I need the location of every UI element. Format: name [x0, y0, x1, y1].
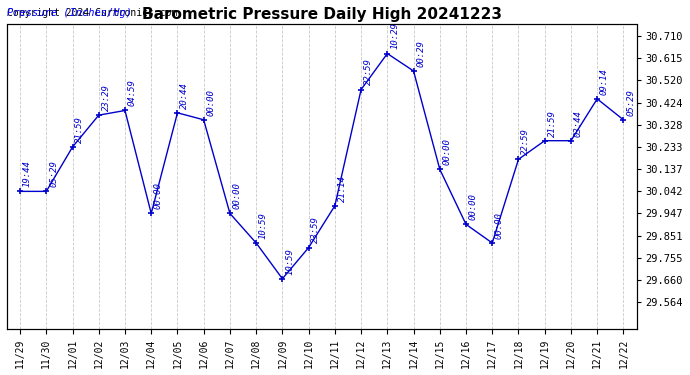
Text: 00:00: 00:00	[469, 194, 477, 220]
Text: 10:59: 10:59	[285, 248, 294, 274]
Text: 22:59: 22:59	[364, 58, 373, 86]
Text: 00:00: 00:00	[206, 89, 215, 116]
Text: 09:14: 09:14	[600, 68, 609, 95]
Text: 00:29: 00:29	[416, 40, 425, 67]
Text: 21:59: 21:59	[75, 116, 84, 143]
Text: 10:59: 10:59	[259, 212, 268, 239]
Text: 05:29: 05:29	[49, 160, 58, 187]
Text: 23:59: 23:59	[311, 217, 320, 243]
Text: 03:44: 03:44	[573, 110, 583, 136]
Text: 00:00: 00:00	[495, 212, 504, 239]
Text: 10:29: 10:29	[390, 22, 399, 50]
Text: 00:00: 00:00	[233, 182, 241, 209]
Text: 22:59: 22:59	[521, 128, 530, 155]
Text: Copyright 2024 Curtronics.com: Copyright 2024 Curtronics.com	[7, 8, 177, 18]
Text: Pressure (Inches/Hg): Pressure (Inches/Hg)	[7, 8, 132, 18]
Text: 20:44: 20:44	[180, 82, 189, 109]
Text: 19:44: 19:44	[23, 160, 32, 187]
Text: 00:00: 00:00	[154, 182, 163, 209]
Title: Barometric Pressure Daily High 20241223: Barometric Pressure Daily High 20241223	[141, 7, 502, 22]
Text: 23:29: 23:29	[101, 84, 110, 111]
Text: 21:59: 21:59	[547, 110, 557, 136]
Text: 04:59: 04:59	[128, 80, 137, 106]
Text: 21:14: 21:14	[337, 175, 346, 202]
Text: 05:29: 05:29	[627, 89, 635, 116]
Text: 00:00: 00:00	[442, 138, 451, 165]
